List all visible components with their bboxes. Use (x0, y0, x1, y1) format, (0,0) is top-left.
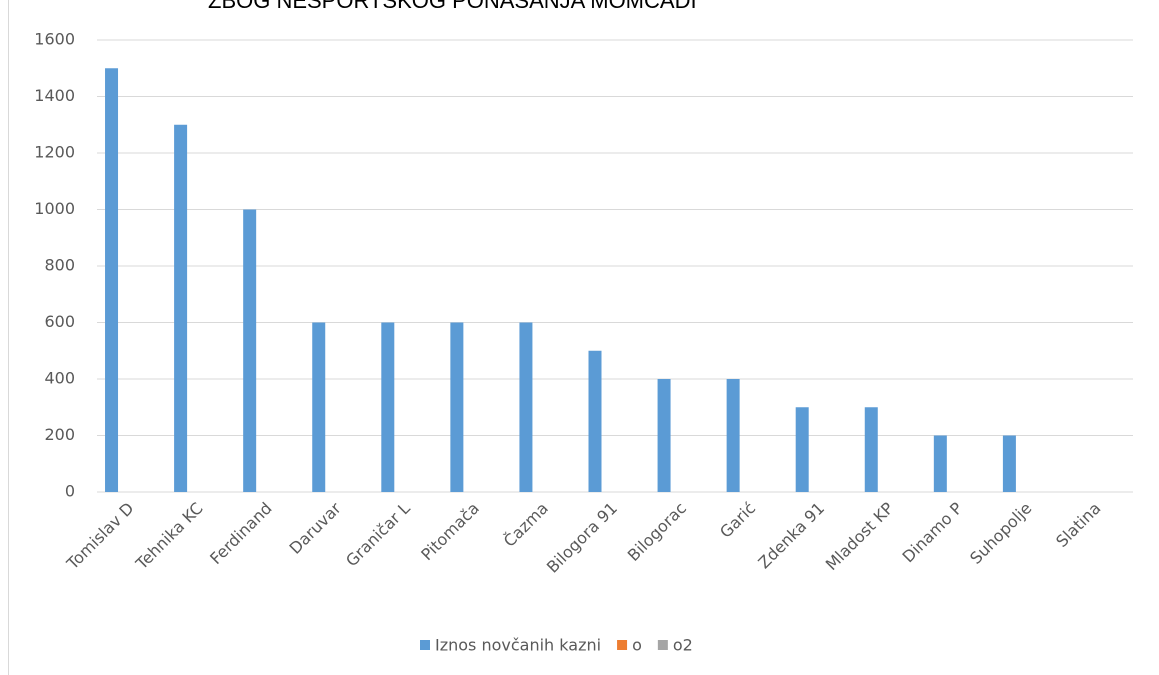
bar (933, 435, 947, 492)
legend-swatch (420, 640, 430, 650)
bar (1002, 435, 1016, 492)
bar (726, 379, 740, 492)
legend-swatch (657, 640, 668, 650)
legend-label: Iznos novčanih kazni (435, 636, 601, 655)
legend-swatch (617, 640, 628, 650)
bar (519, 322, 533, 492)
y-tick-label: 0 (65, 482, 75, 501)
y-tick-label: 600 (44, 312, 75, 331)
bar (174, 124, 188, 492)
bar (795, 407, 809, 492)
y-tick-label: 1200 (34, 143, 75, 162)
y-tick-label: 400 (44, 369, 75, 388)
bar (588, 350, 602, 492)
bar (657, 379, 671, 492)
y-tick-label: 1000 (34, 199, 75, 218)
y-tick-label: 800 (44, 256, 75, 275)
bar (105, 68, 119, 492)
bar (381, 322, 395, 492)
bar (864, 407, 878, 492)
legend-label: o2 (673, 636, 693, 655)
y-tick-label: 1400 (34, 86, 75, 105)
chart-title: ZBOG NESPORTSKOG PONAŠANJA MOMČADI (208, 0, 697, 13)
bar (243, 209, 257, 492)
y-tick-label: 200 (44, 425, 75, 444)
y-tick-label: 1600 (34, 30, 75, 49)
bar (312, 322, 326, 492)
legend-label: o (632, 636, 642, 655)
bar (450, 322, 464, 492)
